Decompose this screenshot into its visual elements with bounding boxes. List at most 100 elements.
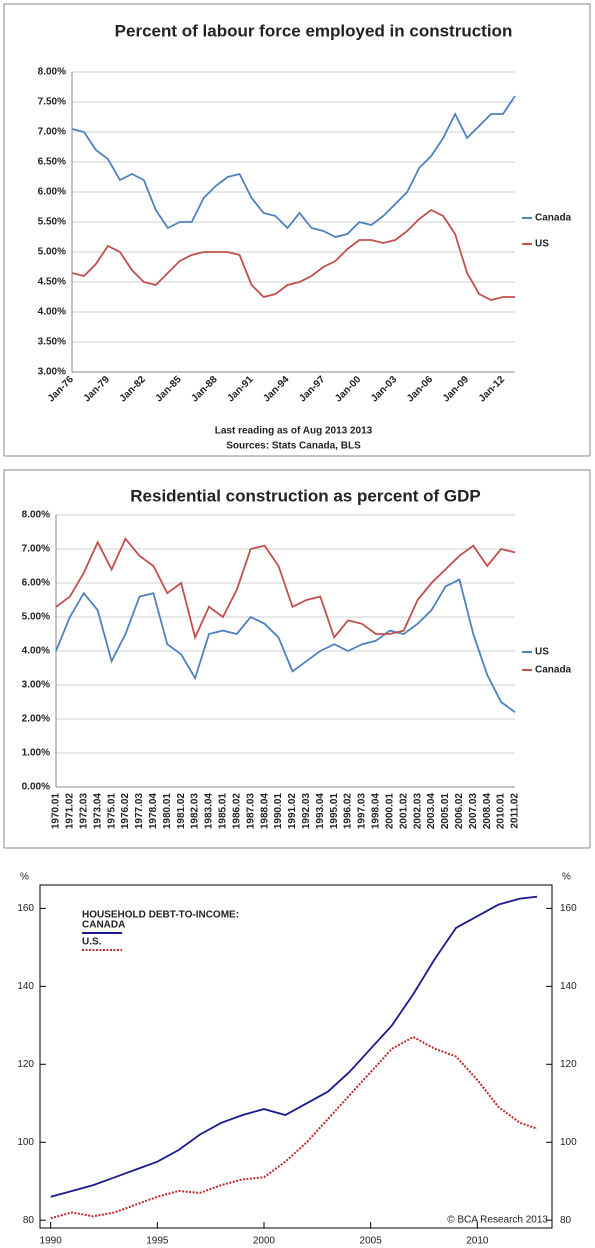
footnote: Last reading as of Aug 2013 2013: [215, 426, 373, 437]
chart-title: Percent of labour force employed in cons…: [115, 21, 513, 40]
x-tick-label: 1988.04: [259, 793, 270, 830]
legend-label: US: [535, 647, 549, 658]
series-line: [55, 578, 516, 713]
x-tick-label: 1978.04: [148, 793, 159, 830]
x-tick-label: 1998.04: [371, 793, 382, 830]
y-tick-label: 4.00%: [22, 646, 50, 657]
x-tick-label: 1975.01: [106, 793, 117, 830]
y2-tick-label: 140: [560, 981, 577, 992]
x-tick-label: 1983.04: [204, 793, 215, 830]
chart-title: Residential construction as percent of G…: [130, 486, 480, 505]
legend-label: Canada: [535, 665, 572, 676]
x-tick-label: 1976.02: [120, 793, 131, 830]
y2-axis-label: %: [562, 872, 571, 883]
y-tick-label: 100: [17, 1137, 34, 1148]
x-tick-label: Jan-94: [261, 374, 291, 404]
x-tick-label: 1990.01: [273, 793, 284, 830]
x-tick-label: 1971.02: [65, 793, 76, 830]
x-tick-label: 1986.02: [231, 793, 242, 830]
x-tick-label: 1980.01: [162, 793, 173, 830]
x-tick-label: 2010: [466, 1236, 489, 1247]
x-tick-label: 1992.03: [301, 793, 312, 830]
x-tick-label: 1990: [40, 1236, 63, 1247]
footnote: Sources: Stats Canada, BLS: [226, 441, 361, 452]
legend-label: U.S.: [82, 937, 102, 948]
y-tick-label: 160: [17, 903, 34, 914]
y-tick-label: 7.50%: [38, 97, 66, 108]
x-tick-label: 2005: [360, 1236, 383, 1247]
legend-label: Canada: [535, 213, 572, 224]
x-tick-label: 1991.02: [287, 793, 298, 830]
x-tick-label: 1982.03: [190, 793, 201, 830]
x-tick-label: 2002.03: [412, 793, 423, 830]
y2-tick-label: 80: [560, 1215, 572, 1226]
x-tick-label: Jan-79: [82, 374, 112, 404]
x-tick-label: 2003.04: [426, 793, 437, 830]
x-tick-label: 2000: [253, 1236, 276, 1247]
y-tick-label: 8.00%: [22, 510, 50, 521]
x-tick-label: 1987.03: [245, 793, 256, 830]
x-tick-label: Jan-76: [46, 374, 76, 404]
y-tick-label: 7.00%: [38, 127, 66, 138]
x-tick-label: Jan-85: [154, 374, 184, 404]
y-tick-label: 0.00%: [22, 782, 50, 793]
y-tick-label: 2.00%: [22, 714, 50, 725]
x-tick-label: 2011.02: [510, 793, 521, 829]
panel-frame: [3, 469, 591, 849]
y-tick-label: 5.50%: [38, 217, 66, 228]
y-axis-label: %: [20, 872, 29, 883]
x-tick-label: Jan-88: [189, 374, 219, 404]
x-tick-label: 1995.01: [329, 793, 340, 830]
x-tick-label: 1970.01: [51, 793, 62, 830]
y-tick-label: 140: [17, 981, 34, 992]
x-tick-label: 1993.04: [315, 793, 326, 830]
y-tick-label: 3.00%: [22, 680, 50, 691]
series-line: [50, 1035, 538, 1220]
series-line: [50, 895, 538, 1198]
y-tick-label: 6.50%: [38, 157, 66, 168]
x-tick-label: Jan-06: [405, 374, 435, 404]
y-tick-label: 4.00%: [38, 307, 66, 318]
y-tick-label: 3.00%: [38, 367, 66, 378]
x-tick-label: 2000.01: [384, 793, 395, 830]
series-line: [71, 208, 515, 301]
x-tick-label: Jan-82: [118, 374, 148, 404]
x-tick-label: 1996.02: [343, 793, 354, 830]
x-tick-label: Jan-09: [441, 374, 471, 404]
y-tick-label: 80: [23, 1215, 35, 1226]
x-tick-label: Jan-91: [225, 374, 255, 404]
y-tick-label: 6.00%: [22, 578, 50, 589]
legend-label: US: [535, 239, 549, 250]
x-tick-label: 2007.03: [468, 793, 479, 830]
y-tick-label: 7.00%: [22, 544, 50, 555]
legend-title: HOUSEHOLD DEBT-TO-INCOME:: [82, 910, 239, 921]
plot-frame: [39, 884, 553, 1229]
x-tick-label: 2006.02: [454, 793, 465, 830]
x-tick-label: Jan-00: [333, 374, 363, 404]
x-tick-label: 1972.03: [78, 793, 89, 830]
x-tick-label: 2008.04: [482, 793, 493, 830]
legend-label: CANADA: [82, 920, 125, 931]
x-tick-label: 2001.02: [398, 793, 409, 830]
y-tick-label: 6.00%: [38, 187, 66, 198]
y-tick-label: 8.00%: [38, 67, 66, 78]
series-line: [55, 537, 516, 641]
x-tick-label: Jan-03: [369, 374, 399, 404]
y2-tick-label: 120: [560, 1059, 577, 1070]
x-tick-label: 1995: [146, 1236, 169, 1247]
panel-frame: [3, 3, 591, 457]
x-tick-label: 2010.01: [496, 793, 507, 830]
x-tick-label: 1973.04: [92, 793, 103, 830]
x-tick-label: 1977.03: [134, 793, 145, 830]
x-tick-label: 1981.02: [176, 793, 187, 830]
x-tick-label: 1985.01: [218, 793, 229, 830]
y-tick-label: 5.00%: [38, 247, 66, 258]
x-tick-label: Jan-97: [297, 374, 327, 404]
y-tick-label: 5.00%: [22, 612, 50, 623]
y-tick-label: 1.00%: [22, 748, 50, 759]
y2-tick-label: 160: [560, 903, 577, 914]
y-tick-label: 4.50%: [38, 277, 66, 288]
x-tick-label: Jan-12: [477, 374, 507, 404]
